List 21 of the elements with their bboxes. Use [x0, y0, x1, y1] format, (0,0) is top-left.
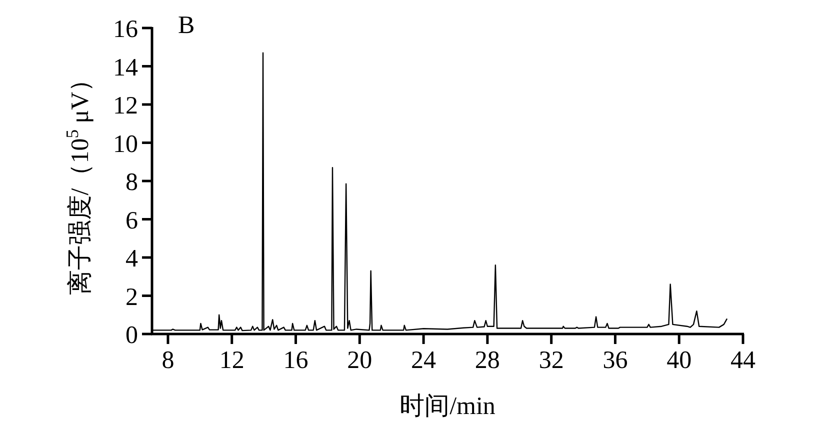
x-tick-label: 24	[411, 347, 437, 374]
y-tick-label: 10	[113, 130, 138, 158]
x-tick-label: 44	[730, 347, 756, 374]
x-tick-label: 12	[219, 347, 244, 374]
y-tick-label: 8	[126, 169, 138, 196]
x-tick-label: 16	[283, 347, 308, 374]
y-tick-label: 14	[113, 54, 138, 82]
y-tick-label: 0	[126, 322, 138, 349]
y-tick-label: 12	[113, 92, 138, 120]
y-tick-label: 16	[113, 16, 138, 43]
x-tick-label: 32	[538, 347, 564, 374]
annotation: B	[178, 12, 195, 39]
x-tick-label: 40	[666, 347, 692, 374]
x-axis-title: 时间/min	[400, 393, 496, 420]
y-tick-label: 4	[126, 246, 138, 272]
y-tick-label: 2	[126, 284, 138, 311]
x-tick-label: 28	[474, 347, 500, 374]
y-tick-label: 6	[126, 207, 138, 234]
x-tick-label: 8	[162, 347, 174, 374]
x-tick-label: 20	[347, 347, 372, 374]
x-tick-label: 36	[602, 347, 628, 374]
